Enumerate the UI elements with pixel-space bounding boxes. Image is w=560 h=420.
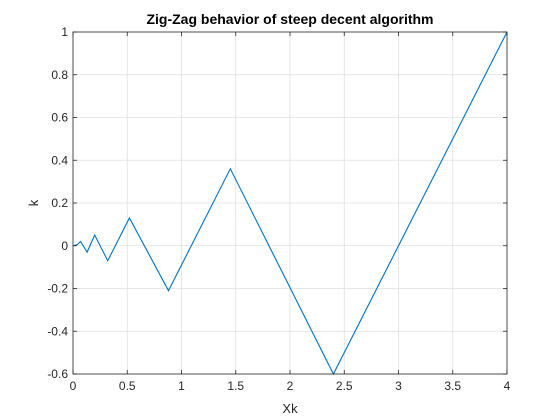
series-line [72, 31, 508, 376]
y-tick-label: 0.6 [51, 111, 68, 125]
x-tick-label: 2.5 [336, 379, 353, 393]
y-axis-label: k [26, 199, 41, 206]
y-tick-labels: -0.6 -0.4 -0.2 0 0.2 0.4 0.6 0.8 1 [47, 25, 68, 381]
tick-marks [72, 31, 508, 375]
y-tick-label: 0.2 [51, 196, 68, 210]
x-tick-labels: 0 0.5 1 1.5 2 2.5 3 3.5 4 [70, 379, 511, 393]
y-tick-label: -0.4 [47, 324, 68, 338]
x-tick-label: 4 [504, 379, 511, 393]
x-tick-label: 1 [178, 379, 185, 393]
y-tick-label: -0.2 [47, 282, 68, 296]
series-layer [72, 31, 508, 376]
x-tick-label: 1.5 [227, 379, 244, 393]
chart-title: Zig-Zag behavior of steep decent algorit… [146, 11, 433, 27]
y-tick-label: 0 [61, 239, 68, 253]
y-tick-label: 1 [61, 25, 68, 39]
x-tick-label: 0.5 [119, 379, 136, 393]
x-tick-label: 3 [395, 379, 402, 393]
y-tick-label: 0.4 [51, 153, 68, 167]
y-tick-label: -0.6 [47, 367, 68, 381]
x-tick-label: 3.5 [444, 379, 461, 393]
x-axis-label: Xk [282, 401, 298, 416]
x-tick-label: 2 [287, 379, 294, 393]
y-tick-label: 0.8 [51, 68, 68, 82]
x-tick-label: 0 [70, 379, 77, 393]
